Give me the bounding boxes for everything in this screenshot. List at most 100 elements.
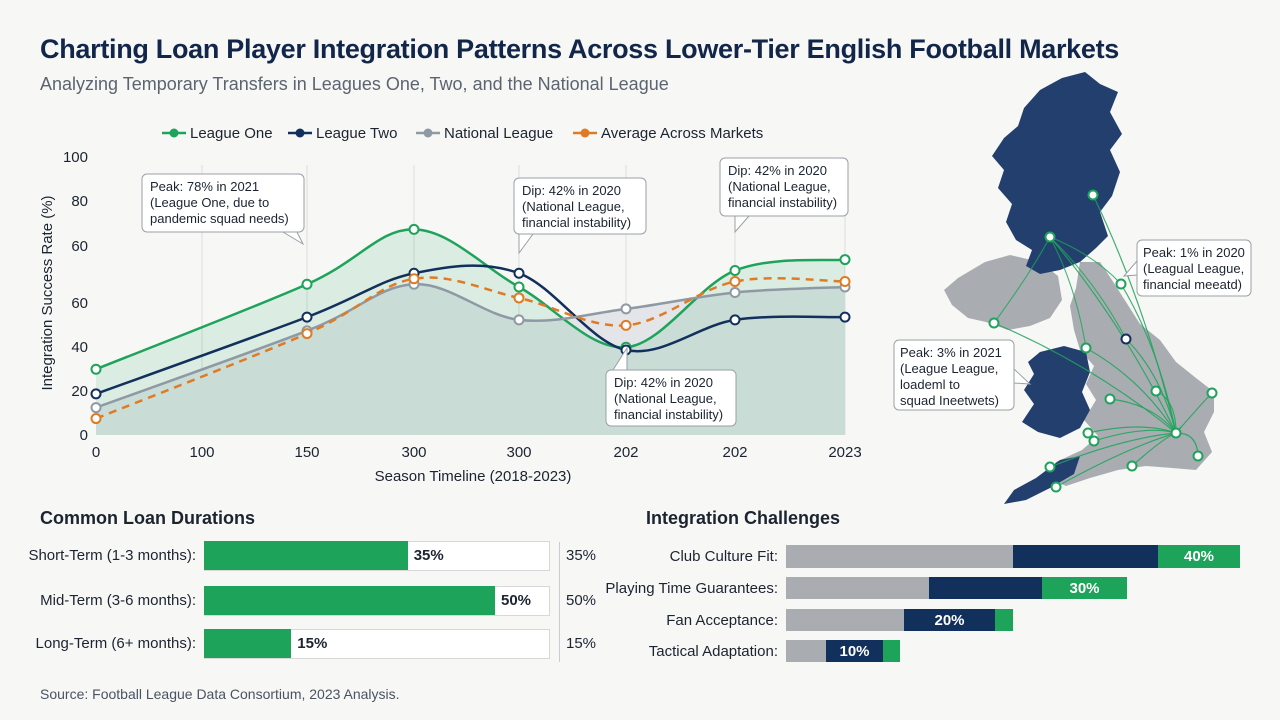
map-connection bbox=[1049, 236, 1087, 349]
duration-bar bbox=[204, 586, 495, 615]
map-callout-text: (Leagual League, bbox=[1143, 261, 1244, 276]
y-tick-label: 60 bbox=[71, 238, 88, 255]
data-point bbox=[839, 275, 851, 287]
annotation-text: Dip: 42% in 2020 bbox=[614, 375, 713, 390]
y-axis-label: Integration Success Rate (%) bbox=[39, 195, 56, 390]
data-point bbox=[408, 223, 420, 235]
challenge-segment bbox=[883, 640, 900, 662]
challenge-segment bbox=[1042, 577, 1127, 599]
southwest-shape bbox=[1004, 456, 1080, 504]
map-callout: Peak: 3% in 2021(League League,loademl t… bbox=[893, 339, 1032, 411]
page-title: Charting Loan Player Integration Pattern… bbox=[40, 34, 1120, 64]
source-note: Source: Football League Data Consortium,… bbox=[40, 686, 400, 702]
map-connection bbox=[1120, 283, 1177, 434]
y-tick-label: 60 bbox=[71, 295, 88, 312]
duration-value-secondary: 50% bbox=[566, 592, 597, 609]
chart-ticks: 0 100 150 300 300 202 202 2023 0 20 40 60 60 80 100 bbox=[63, 149, 862, 461]
data-point bbox=[620, 303, 632, 315]
duration-bar bbox=[204, 629, 292, 658]
y-tick-label: 100 bbox=[63, 149, 88, 166]
challenge-value: 20% bbox=[934, 611, 965, 629]
data-point bbox=[729, 265, 741, 277]
map-node bbox=[988, 317, 1000, 329]
duration-value: 15% bbox=[297, 635, 328, 652]
map-nodes bbox=[988, 189, 1218, 493]
x-tick-label: 300 bbox=[401, 444, 426, 461]
chart-legend: League One League Two National League Avera… bbox=[162, 125, 763, 142]
challenge-value: 40% bbox=[1183, 548, 1215, 565]
map-connection bbox=[1087, 426, 1177, 434]
x-tick-label: 150 bbox=[294, 444, 319, 461]
challenge-bar: 10% bbox=[786, 640, 900, 662]
map-callout-text: financial meeatd) bbox=[1143, 277, 1242, 292]
annotation-text: Dip: 42% in 2020 bbox=[728, 163, 827, 178]
challenge-segment bbox=[995, 609, 1013, 631]
chart-annotations: Peak: 78% in 2021(League One, due topand… bbox=[141, 157, 849, 427]
map-callout-text: loademl to bbox=[900, 377, 960, 392]
map-node bbox=[1126, 460, 1138, 472]
map-connection bbox=[1049, 236, 1177, 434]
legend-swatch-dot bbox=[423, 128, 433, 138]
challenge-segment bbox=[904, 609, 995, 631]
map-node bbox=[1115, 278, 1127, 290]
challenge-segment bbox=[786, 609, 904, 631]
challenge-value: 30% bbox=[1069, 579, 1100, 597]
map-callout-text: Peak: 1% in 2020 bbox=[1143, 245, 1245, 260]
map-connections bbox=[993, 194, 1213, 488]
challenge-segment bbox=[1013, 545, 1158, 568]
data-point bbox=[620, 319, 632, 331]
data-point bbox=[729, 314, 741, 326]
data-point bbox=[839, 311, 851, 323]
page-subtitle: Analyzing Temporary Transfers in Leagues… bbox=[40, 74, 669, 94]
map-node bbox=[1050, 481, 1062, 493]
map-node bbox=[1120, 333, 1132, 345]
annotation-text: financial instability) bbox=[522, 215, 631, 230]
map-connection bbox=[1049, 236, 1122, 285]
duration-label: Mid-Term (3-6 months): bbox=[40, 592, 196, 609]
data-point bbox=[839, 254, 851, 266]
x-tick-label: 202 bbox=[722, 444, 747, 461]
x-tick-label: 202 bbox=[613, 444, 638, 461]
league-one-line bbox=[95, 228, 846, 371]
annotation-text: (League One, due to bbox=[150, 195, 269, 210]
map-node bbox=[1150, 385, 1162, 397]
data-point bbox=[301, 311, 313, 323]
y-tick-label: 80 bbox=[71, 193, 88, 210]
x-axis-label: Season Timeline (2018-2023) bbox=[375, 468, 572, 485]
challenge-segment bbox=[786, 577, 929, 599]
data-point bbox=[408, 273, 420, 285]
challenge-bar: 20% bbox=[786, 609, 1013, 631]
map-callout: Peak: 1% in 2020(Leagual League,financia… bbox=[1122, 239, 1252, 297]
ireland-shape bbox=[944, 255, 1062, 330]
challenge-bar: 30% bbox=[786, 577, 1127, 599]
map-connection bbox=[1055, 432, 1177, 488]
wales-shape bbox=[1022, 346, 1090, 438]
challenge-segment bbox=[786, 640, 826, 662]
legend-item: Average Across Markets bbox=[573, 125, 763, 142]
map-connection bbox=[1093, 429, 1177, 442]
map-connection bbox=[1109, 398, 1177, 434]
annotation-text: Dip: 42% in 2020 bbox=[522, 183, 621, 198]
map-node bbox=[1087, 189, 1099, 201]
map-connection bbox=[1125, 338, 1177, 434]
scotland-shape bbox=[992, 72, 1122, 274]
x-tick-label: 2023 bbox=[828, 444, 861, 461]
map-node bbox=[1206, 387, 1218, 399]
challenge-segment bbox=[786, 545, 1013, 568]
y-tick-label: 40 bbox=[71, 339, 88, 356]
duration-value: 50% bbox=[501, 592, 532, 609]
challenge-segment bbox=[826, 640, 883, 662]
legend-item: League Two bbox=[288, 125, 397, 142]
map-node bbox=[1192, 450, 1204, 462]
annotation-callout: Dip: 42% in 2020(National League,financi… bbox=[605, 346, 737, 427]
duration-label: Long-Term (6+ months): bbox=[35, 635, 196, 652]
legend-label: League One bbox=[190, 125, 273, 142]
data-point bbox=[513, 281, 525, 293]
duration-value: 35% bbox=[413, 547, 444, 564]
legend-label: National League bbox=[444, 125, 553, 142]
challenge-segment bbox=[929, 577, 1042, 599]
annotation-text: (National League, bbox=[614, 391, 717, 406]
map-connection bbox=[1049, 236, 1127, 340]
data-point bbox=[513, 314, 525, 326]
annotation-text: financial instability) bbox=[614, 407, 723, 422]
